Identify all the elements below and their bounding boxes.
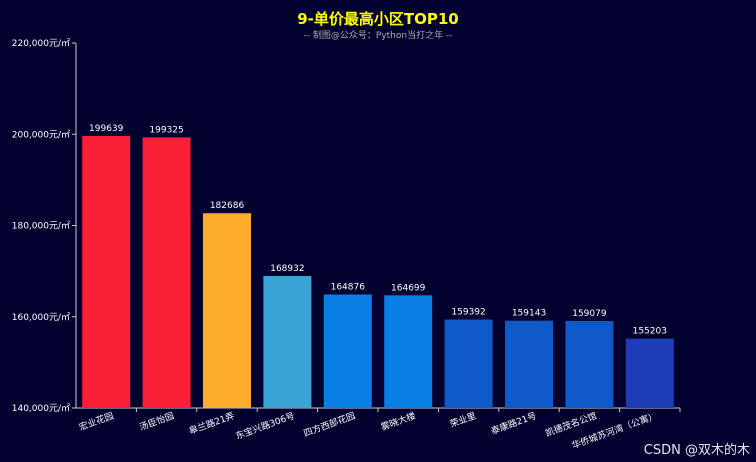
- x-tick-label: 四方西部花园: [302, 410, 357, 440]
- bar-value-label: 164699: [391, 283, 426, 293]
- watermark: CSDN @双木的木: [643, 443, 750, 458]
- x-tick-label: 宏业花园: [77, 410, 115, 434]
- y-axis-ticks: 140,000元/㎡ 160,000元/㎡ 180,000元/㎡ 200,000元/㎡…: [12, 38, 76, 414]
- bar-labels-group: 199639 199325 182686 168932 164876 164699 1593…: [89, 124, 667, 337]
- bar[interactable]: [565, 320, 614, 408]
- bar[interactable]: [263, 275, 312, 408]
- bars-group: [82, 135, 674, 408]
- bar-value-label: 155203: [633, 327, 667, 337]
- y-tick-label: 160,000元/㎡: [12, 312, 70, 323]
- x-tick-label: 泰康路21号: [489, 410, 538, 438]
- chart-subtitle: -- 制图@公众号：Python当打之年 --: [304, 29, 453, 41]
- bar[interactable]: [444, 319, 493, 408]
- bar[interactable]: [323, 294, 372, 408]
- bar[interactable]: [82, 135, 131, 408]
- x-tick-label: 荣业里: [448, 410, 477, 431]
- y-tick-label: 140,000元/㎡: [12, 403, 70, 414]
- bar-value-label: 199639: [89, 124, 124, 134]
- x-tick-label: 汤臣怡园: [138, 410, 176, 434]
- bar-value-label: 159143: [512, 309, 546, 319]
- bar-value-label: 159392: [451, 308, 485, 318]
- bar-value-label: 182686: [210, 201, 245, 211]
- bar[interactable]: [625, 338, 674, 408]
- y-tick-label: 200,000元/㎡: [12, 129, 70, 140]
- bar-value-label: 164876: [331, 283, 366, 293]
- y-tick-label: 220,000元/㎡: [12, 38, 70, 49]
- x-tick-label: 皋兰路21弄: [187, 410, 236, 438]
- y-tick-label: 180,000元/㎡: [12, 221, 70, 232]
- chart-title: 9-单价最高小区TOP10: [297, 10, 459, 28]
- x-tick-label: 雾晓大楼: [379, 410, 417, 434]
- bar[interactable]: [505, 320, 553, 408]
- bar-value-label: 168932: [270, 264, 304, 274]
- bar[interactable]: [203, 213, 251, 408]
- x-tick-label: 东宝兴路306号: [234, 410, 297, 443]
- bar-value-label: 199325: [149, 125, 183, 135]
- bar[interactable]: [384, 295, 433, 408]
- bar-value-label: 159079: [572, 309, 607, 319]
- bar[interactable]: [142, 137, 191, 408]
